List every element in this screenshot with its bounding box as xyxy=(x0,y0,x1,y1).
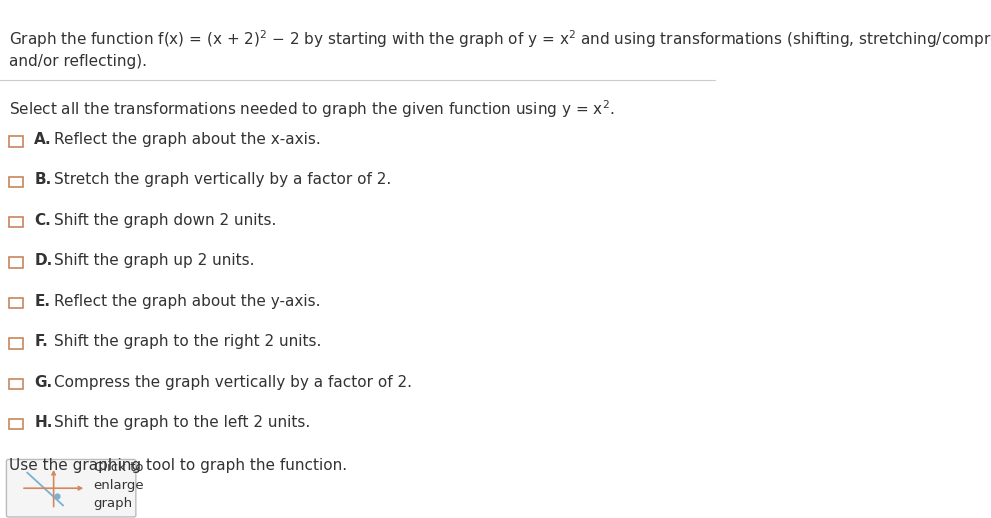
Text: Click to
enlarge
graph: Click to enlarge graph xyxy=(94,461,145,510)
Text: Shift the graph up 2 units.: Shift the graph up 2 units. xyxy=(54,253,254,268)
Text: Shift the graph down 2 units.: Shift the graph down 2 units. xyxy=(54,213,276,228)
Text: Shift the graph to the right 2 units.: Shift the graph to the right 2 units. xyxy=(54,334,321,349)
Text: C.: C. xyxy=(35,213,52,228)
Text: and/or reflecting).: and/or reflecting). xyxy=(9,54,147,69)
Text: H.: H. xyxy=(35,415,53,430)
Text: Reflect the graph about the x-axis.: Reflect the graph about the x-axis. xyxy=(54,132,320,147)
Text: Shift the graph to the left 2 units.: Shift the graph to the left 2 units. xyxy=(54,415,310,430)
Text: G.: G. xyxy=(35,375,53,390)
Text: Select all the transformations needed to graph the given function using y = x$^2: Select all the transformations needed to… xyxy=(9,98,614,120)
Text: Use the graphing tool to graph the function.: Use the graphing tool to graph the funct… xyxy=(9,458,347,473)
Text: Stretch the graph vertically by a factor of 2.: Stretch the graph vertically by a factor… xyxy=(54,172,390,188)
Text: Reflect the graph about the y-axis.: Reflect the graph about the y-axis. xyxy=(54,294,320,309)
Text: A.: A. xyxy=(35,132,52,147)
FancyBboxPatch shape xyxy=(6,459,136,517)
Text: F.: F. xyxy=(35,334,49,349)
Text: E.: E. xyxy=(35,294,51,309)
Text: Compress the graph vertically by a factor of 2.: Compress the graph vertically by a facto… xyxy=(54,375,411,390)
Text: Graph the function f(x) = (x + 2)$^2$ $-$ 2 by starting with the graph of y = x$: Graph the function f(x) = (x + 2)$^2$ $-… xyxy=(9,28,991,50)
Text: B.: B. xyxy=(35,172,52,188)
Text: D.: D. xyxy=(35,253,53,268)
